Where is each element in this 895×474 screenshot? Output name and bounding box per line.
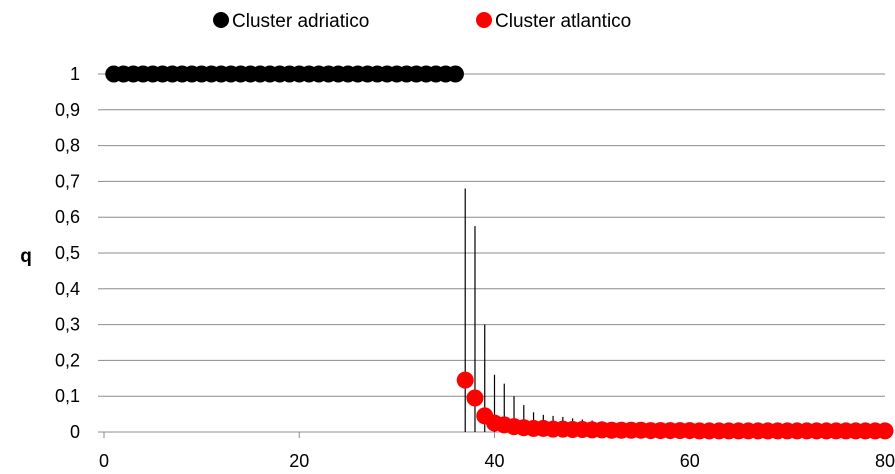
x-tick-label: 80 bbox=[875, 451, 895, 471]
y-tick-label: 0,1 bbox=[55, 386, 80, 406]
data-points bbox=[105, 65, 894, 440]
y-tick-label: 0,4 bbox=[55, 279, 80, 299]
y-tick-label: 0,9 bbox=[55, 100, 80, 120]
legend-marker bbox=[213, 12, 229, 28]
y-tick-label: 0,7 bbox=[55, 171, 80, 191]
y-tick-label: 0,6 bbox=[55, 207, 80, 227]
y-tick-label: 1 bbox=[70, 64, 80, 84]
x-tick-label: 0 bbox=[99, 451, 109, 471]
tick-labels: 0 0,1 0,2 0,3 0,4 0,5 0,6 0,7 0,8 0,9 1 0 20 40 60 80 bbox=[55, 64, 895, 471]
y-tick-label: 0,2 bbox=[55, 350, 80, 370]
y-tick-label: 0,8 bbox=[55, 136, 80, 156]
axes bbox=[98, 73, 886, 438]
legend-label: Cluster atlantico bbox=[495, 11, 631, 32]
legend: Cluster adriatico Cluster atlantico bbox=[213, 11, 631, 32]
gridlines bbox=[104, 73, 885, 397]
x-tick-label: 60 bbox=[680, 451, 700, 471]
atlantico-point bbox=[456, 371, 474, 389]
y-axis-label: q bbox=[20, 246, 32, 267]
atlantico-point bbox=[876, 422, 894, 440]
error-bars bbox=[464, 188, 623, 432]
atlantico-point bbox=[466, 389, 484, 407]
y-tick-label: 0,5 bbox=[55, 243, 80, 263]
legend-marker bbox=[476, 12, 492, 28]
y-tick-label: 0 bbox=[70, 422, 80, 442]
adriatico-point bbox=[446, 65, 464, 83]
x-tick-label: 40 bbox=[484, 451, 504, 471]
y-tick-label: 0,3 bbox=[55, 315, 80, 335]
legend-label: Cluster adriatico bbox=[232, 11, 369, 32]
x-tick-label: 20 bbox=[289, 451, 309, 471]
